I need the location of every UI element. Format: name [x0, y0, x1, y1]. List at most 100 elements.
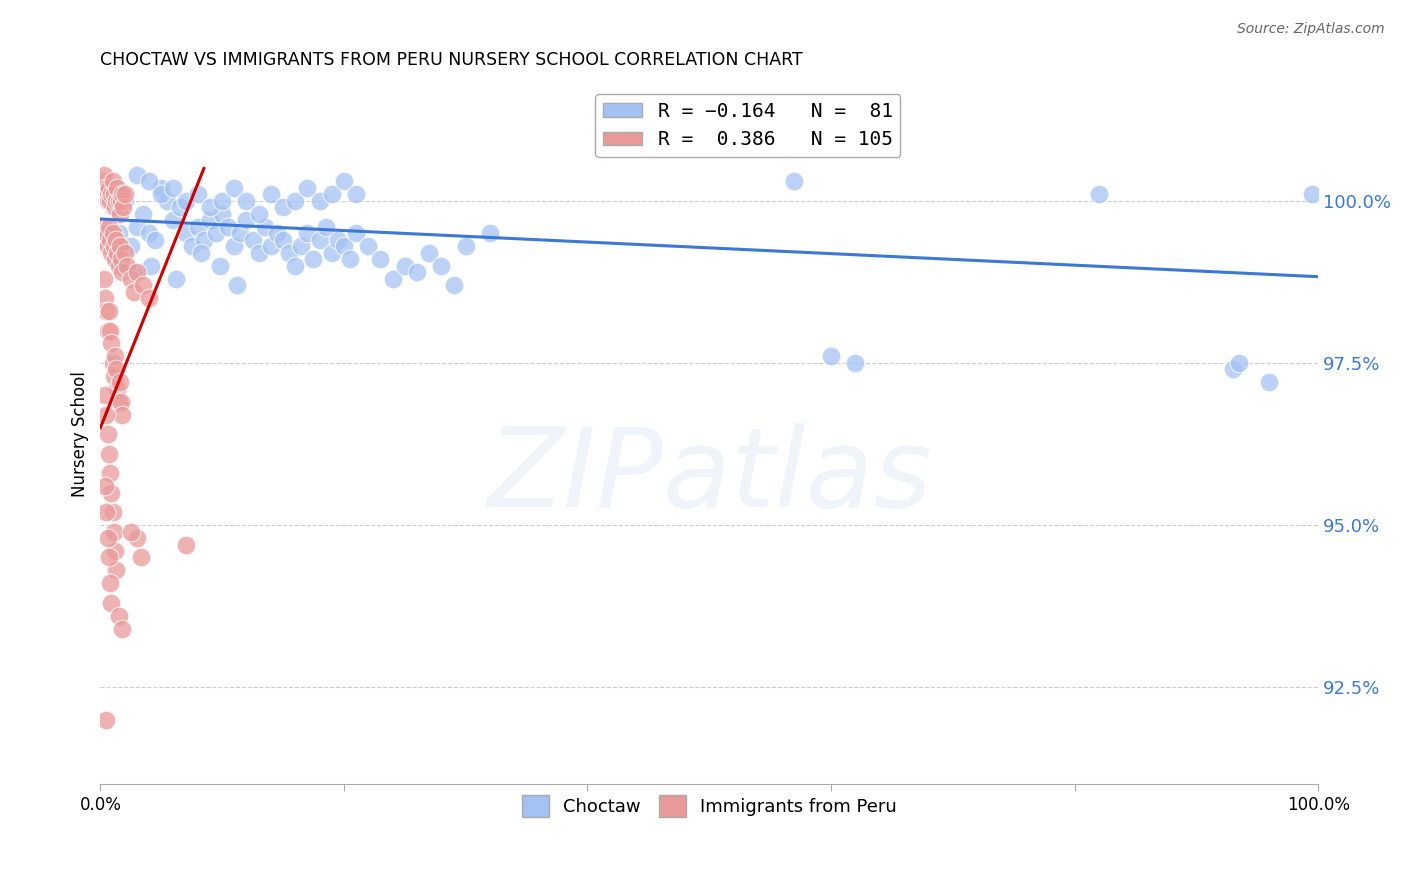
Point [94, 388, 117, 402]
Point [115, 259, 138, 273]
Point [321, 187, 343, 202]
Point [97, 219, 120, 234]
Point [132, 278, 155, 293]
Point [820, 350, 842, 364]
Point [98, 576, 121, 591]
Point [165, 271, 187, 285]
Point [198, 213, 221, 227]
Point [479, 227, 502, 241]
Point [284, 259, 307, 273]
Point [315, 219, 337, 234]
Point [105, 181, 128, 195]
Point [124, 285, 146, 299]
Point [174, 537, 197, 551]
Point [308, 233, 330, 247]
Point [104, 350, 127, 364]
Point [156, 194, 179, 208]
Point [94, 181, 117, 195]
Point [96, 304, 118, 318]
Point [260, 239, 283, 253]
Point [284, 194, 307, 208]
Point [394, 259, 416, 273]
Point [141, 259, 163, 273]
Point [91, 174, 114, 188]
Point [162, 213, 184, 227]
Point [225, 278, 247, 293]
Text: CHOCTAW VS IMMIGRANTS FROM PERU NURSERY SCHOOL CORRELATION CHART: CHOCTAW VS IMMIGRANTS FROM PERU NURSERY … [100, 51, 803, 69]
Point [111, 187, 134, 202]
Point [97, 304, 120, 318]
Point [100, 187, 122, 202]
Point [333, 239, 356, 253]
Text: Source: ZipAtlas.com: Source: ZipAtlas.com [1237, 22, 1385, 37]
Point [125, 219, 148, 234]
Point [101, 174, 124, 188]
Point [247, 245, 270, 260]
Point [107, 227, 129, 241]
Point [224, 181, 246, 195]
Point [224, 239, 246, 253]
Point [93, 168, 115, 182]
Point [125, 168, 148, 182]
Point [110, 395, 132, 409]
Point [235, 213, 257, 227]
Point [443, 278, 465, 293]
Point [120, 271, 142, 285]
Point [132, 207, 155, 221]
Point [187, 219, 209, 234]
Point [326, 233, 349, 247]
Point [107, 194, 129, 208]
Point [97, 550, 120, 565]
Point [321, 245, 343, 260]
Point [357, 239, 380, 253]
Point [96, 408, 118, 422]
Point [108, 207, 131, 221]
Point [162, 181, 184, 195]
Point [150, 181, 173, 195]
Point [190, 245, 212, 260]
Point [271, 200, 294, 214]
Point [104, 544, 127, 558]
Point [1227, 356, 1250, 370]
Point [180, 239, 202, 253]
Point [370, 252, 392, 267]
Point [278, 245, 301, 260]
Point [97, 194, 120, 208]
Point [111, 265, 134, 279]
Point [104, 200, 127, 214]
Point [97, 531, 120, 545]
Point [430, 259, 453, 273]
Point [97, 427, 120, 442]
Point [105, 382, 128, 396]
Point [104, 252, 127, 267]
Point [98, 466, 121, 480]
Point [174, 227, 197, 241]
Point [108, 376, 131, 390]
Point [344, 187, 367, 202]
Point [125, 531, 148, 545]
Point [101, 227, 124, 241]
Point [235, 194, 257, 208]
Point [138, 291, 160, 305]
Point [111, 622, 134, 636]
Point [174, 194, 197, 208]
Point [98, 194, 121, 208]
Point [108, 239, 131, 253]
Point [107, 608, 129, 623]
Point [107, 395, 129, 409]
Point [129, 550, 152, 565]
Point [100, 485, 122, 500]
Point [101, 356, 124, 370]
Point [101, 200, 124, 214]
Point [205, 227, 228, 241]
Text: ZIPatlas: ZIPatlas [486, 423, 932, 530]
Point [308, 194, 330, 208]
Point [169, 200, 191, 214]
Point [97, 181, 120, 195]
Legend: Choctaw, Immigrants from Peru: Choctaw, Immigrants from Peru [515, 788, 904, 824]
Point [208, 259, 231, 273]
Point [98, 233, 121, 247]
Point [96, 187, 118, 202]
Point [93, 219, 115, 234]
Point [290, 239, 312, 253]
